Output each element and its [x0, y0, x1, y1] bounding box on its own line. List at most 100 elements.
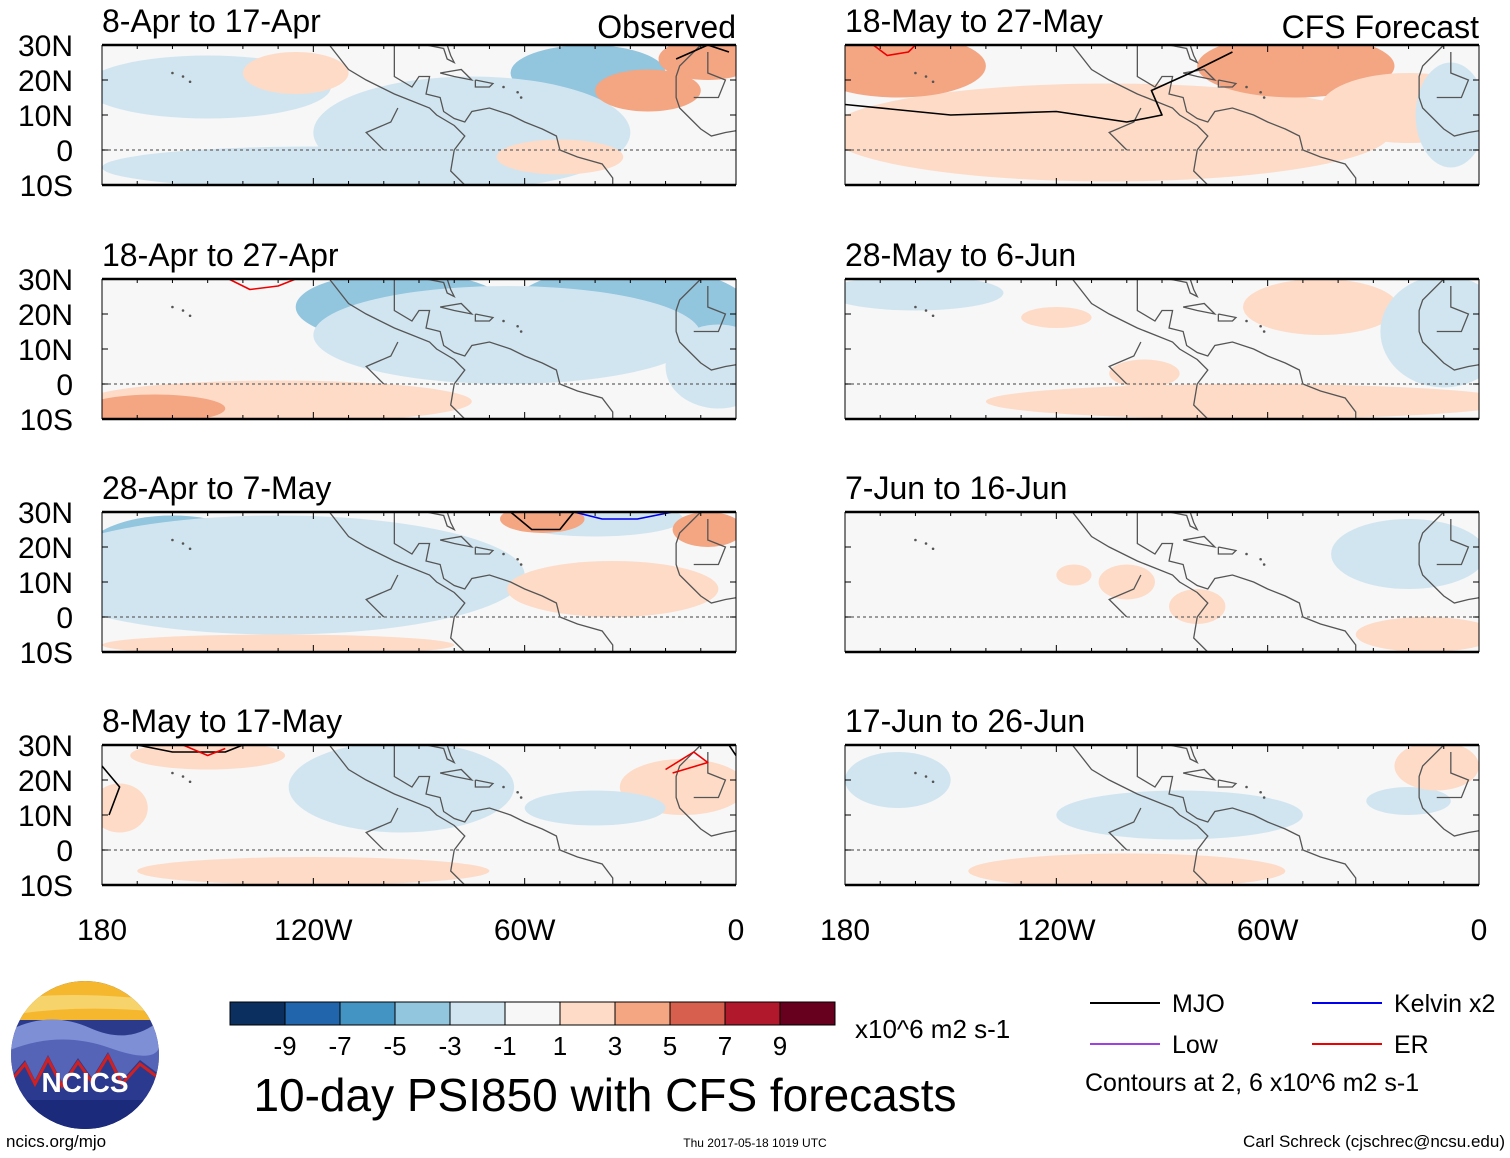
island: [931, 780, 935, 784]
anomaly-region: [845, 83, 1391, 182]
lon-tick-label: 0: [1471, 914, 1488, 947]
anomaly-region: [524, 790, 666, 826]
island: [1262, 96, 1266, 99]
coastline: [1217, 79, 1238, 88]
coastline: [393, 745, 614, 885]
island: [181, 775, 185, 778]
contour-mjo: [675, 45, 730, 60]
island: [924, 309, 928, 312]
island: [1245, 85, 1248, 89]
anomaly-region: [242, 52, 349, 94]
panel-title: 7-Jun to 16-Jun: [845, 470, 1067, 506]
island: [924, 775, 928, 778]
contour-legend: MJO Kelvin x2 Low ER: [1090, 990, 1495, 1059]
lon-tick-label: 60W: [1237, 914, 1299, 947]
contour-er: [872, 45, 917, 57]
observed-label: Observed: [597, 9, 736, 45]
lon-tick-label: 60W: [494, 914, 556, 947]
coastline: [1436, 52, 1470, 99]
island: [1245, 319, 1248, 323]
island: [516, 90, 519, 94]
island: [516, 790, 519, 794]
island: [181, 309, 185, 312]
lat-tick-label: 30N: [18, 497, 73, 530]
colorbar-swatch: [614, 1001, 671, 1026]
anomaly-region: [1331, 519, 1479, 589]
coastline: [1031, 45, 1209, 185]
lat-tick-label: 10S: [20, 170, 73, 203]
footer-timestamp: Thu 2017-05-18 1019 UTC: [683, 1136, 827, 1150]
coastline: [425, 279, 456, 298]
coastline: [675, 45, 736, 137]
contour-note: Contours at 2, 6 x10^6 m2 s-1: [1085, 1069, 1419, 1097]
legend-label: Low: [1172, 1031, 1219, 1059]
lat-tick-label: 30N: [18, 264, 73, 297]
coastline: [288, 512, 466, 652]
coastline: [425, 512, 456, 531]
colorbar-label: 5: [663, 1031, 677, 1061]
anomaly-region: [1021, 307, 1092, 328]
colorbar-swatch: [394, 1001, 451, 1026]
island: [931, 547, 935, 551]
contour-mjo: [728, 745, 736, 756]
panel-title: 8-Apr to 17-Apr: [102, 3, 321, 39]
legend-label: ER: [1394, 1031, 1429, 1059]
coastline: [288, 45, 466, 185]
lat-tick-label: 0: [56, 135, 73, 168]
contour-er: [182, 745, 226, 757]
island: [171, 71, 174, 75]
map-panel: 28-May to 6-Jun: [844, 237, 1480, 421]
contour-mjo: [845, 51, 1233, 123]
lat-tick-label: 20N: [18, 532, 73, 565]
anomaly-region: [1109, 359, 1180, 388]
coastline: [1418, 45, 1479, 137]
anomaly-region: [1243, 279, 1398, 335]
panel-title: 18-Apr to 27-Apr: [102, 237, 339, 273]
colorbar-label: -7: [328, 1031, 351, 1061]
island: [1262, 796, 1266, 799]
lon-axis: 180 120W 60W 0 180 120W 60W 0: [77, 914, 1487, 947]
island: [502, 552, 505, 556]
island: [1245, 552, 1248, 556]
coastline: [1136, 745, 1357, 885]
lat-tick-label: 10S: [20, 404, 73, 437]
map-panel: 17-Jun to 26-Jun: [844, 703, 1480, 887]
coastline: [1136, 279, 1357, 419]
coastline: [474, 546, 495, 555]
coastline: [439, 68, 474, 82]
contour-mjo: [510, 512, 575, 531]
panel-title: 28-May to 6-Jun: [845, 237, 1076, 273]
island: [924, 75, 928, 78]
logo-text: NCICS: [41, 1067, 128, 1098]
island: [171, 305, 174, 309]
coastline: [1108, 807, 1142, 851]
coastline: [288, 745, 466, 885]
lat-tick-label: 10N: [18, 567, 73, 600]
island: [914, 538, 917, 542]
anomaly-region: [845, 45, 986, 98]
lat-tick-label: 0: [56, 369, 73, 402]
lat-tick-label: 20N: [18, 299, 73, 332]
coastline: [1182, 68, 1217, 82]
island: [1262, 563, 1266, 566]
lat-tick-label: 20N: [18, 765, 73, 798]
panel-title: 28-Apr to 7-May: [102, 470, 331, 506]
coastline: [439, 302, 474, 316]
contour-kelvin-x2: [573, 512, 673, 520]
island: [181, 542, 185, 545]
anomaly-region: [1169, 589, 1226, 624]
lat-tick-label: 10S: [20, 870, 73, 903]
coastline: [1108, 574, 1142, 618]
colorbar-swatch: [339, 1001, 396, 1026]
lat-tick-label: 10N: [18, 800, 73, 833]
coastline: [1217, 546, 1238, 555]
coastline: [1108, 341, 1142, 385]
lon-tick-label: 120W: [1017, 914, 1096, 947]
coastline: [365, 574, 399, 618]
lon-tick-label: 180: [820, 914, 870, 947]
coastline: [474, 313, 495, 322]
anomaly-region: [1415, 62, 1479, 168]
island: [1259, 790, 1262, 794]
